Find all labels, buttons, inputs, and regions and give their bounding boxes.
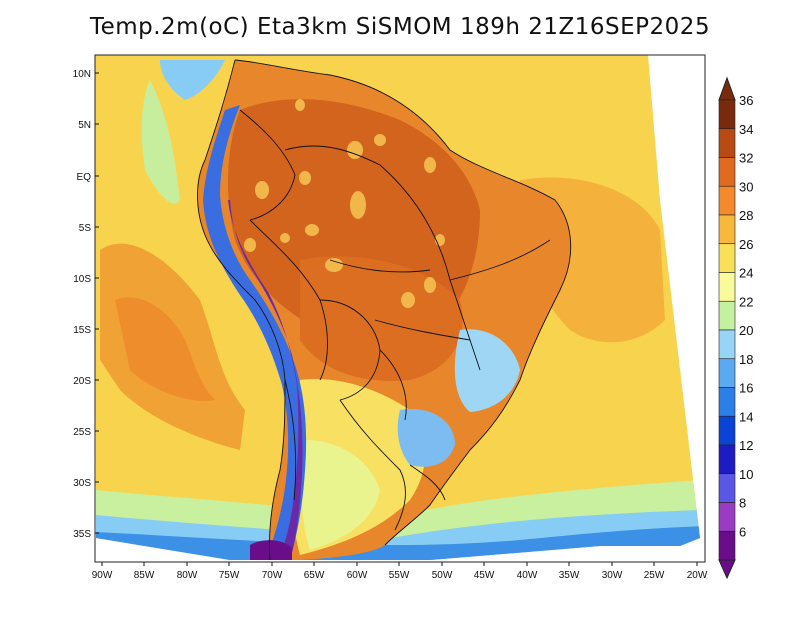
lat-label: 10N — [73, 69, 91, 80]
lon-label: 30W — [602, 570, 623, 581]
boundary-paraguay — [379, 349, 407, 421]
lat-label: EQ — [77, 172, 92, 183]
colorbar-swatch — [718, 444, 736, 475]
lat-label: 25S — [73, 427, 91, 438]
lat-label: 15S — [73, 325, 91, 336]
colorbar-swatch — [718, 530, 736, 561]
pacific-cool-coast — [141, 80, 180, 204]
lat-label: 20S — [73, 376, 91, 387]
caribbean-cool — [160, 60, 225, 100]
lon-label: 20W — [687, 570, 708, 581]
lon-label: 80W — [177, 570, 198, 581]
colorbar-label: 8 — [739, 496, 746, 511]
colorbar-label: 26 — [739, 237, 753, 252]
temperature-field — [95, 55, 700, 560]
colorbar-swatch — [718, 358, 736, 388]
colorbar-label: 24 — [739, 266, 753, 281]
lon-label: 50W — [432, 570, 453, 581]
colorbar-label: 14 — [739, 409, 753, 424]
boundary-mato-grosso — [374, 319, 471, 341]
latitude-axis: 10N 5N EQ 5S 10S 15S 20S 25S 30S 35S — [73, 69, 99, 540]
colorbar-label: 30 — [739, 179, 753, 194]
lon-label: 70W — [262, 570, 283, 581]
colorbar-swatch — [718, 185, 736, 216]
lon-label: 60W — [347, 570, 368, 581]
colorbar-label: 18 — [739, 352, 753, 367]
lon-label: 65W — [304, 570, 325, 581]
colorbar-label: 12 — [739, 438, 753, 453]
lat-label: 5N — [78, 120, 91, 131]
boundary-argentina — [339, 399, 406, 531]
colorbar-label: 36 — [739, 93, 753, 108]
lon-label: 35W — [559, 570, 580, 581]
colorbar-swatch — [718, 473, 736, 503]
patagonia-tip — [250, 540, 292, 560]
colorbar-swatch — [718, 387, 736, 417]
south-brazil-cool — [397, 409, 455, 467]
lat-label: 5S — [79, 223, 92, 234]
andes-coldest-core — [228, 200, 303, 560]
map-title: Temp.2m(oC) Eta3km SiSMOM 189h 21Z16SEP2… — [89, 14, 711, 40]
lon-label: 75W — [219, 570, 240, 581]
political-boundaries — [197, 59, 572, 561]
lon-label: 40W — [517, 570, 538, 581]
brazil-warm-interior — [300, 256, 463, 381]
boundary-central-brazil — [329, 259, 431, 273]
lon-label: 90W — [92, 570, 113, 581]
colorbar-swatch — [718, 157, 736, 187]
southeast-brazil-cool — [454, 329, 520, 412]
lat-label: 30S — [73, 478, 91, 489]
colorbar-swatch — [718, 243, 736, 273]
lon-label: 25W — [644, 570, 665, 581]
boundary-peru-brazil — [249, 219, 328, 381]
colorbar-swatch — [718, 272, 736, 302]
pacific-hot-core — [115, 297, 215, 401]
boundary-uruguay — [409, 464, 446, 501]
colorbar-label: 32 — [739, 151, 753, 166]
south-america-coastline — [234, 59, 572, 546]
colorbar-label: 16 — [739, 381, 753, 396]
lat-label: 10S — [73, 274, 91, 285]
lon-label: 85W — [134, 570, 155, 581]
southern-cone-cool — [301, 440, 380, 550]
colorbar-swatch — [718, 128, 736, 158]
plot-border — [94, 54, 706, 563]
colorbar-swatch — [718, 214, 736, 245]
colorbar-min-arrow — [718, 559, 736, 580]
longitude-axis: 90W 85W 80W 75W 70W 65W 60W 55W 50W 45W … — [92, 562, 708, 581]
boundary-brazil-east — [449, 239, 551, 281]
colorbar-label: 28 — [739, 208, 753, 223]
colorbar-swatch — [718, 329, 736, 360]
colorbar-max-arrow — [718, 76, 736, 101]
boundary-chile — [284, 379, 297, 501]
colorbar-label: 22 — [739, 294, 753, 309]
colorbar-label: 6 — [739, 524, 746, 539]
colorbar-swatch — [718, 415, 736, 446]
colorbar-swatch — [718, 502, 736, 532]
hot-spots — [244, 99, 445, 308]
lon-label: 55W — [389, 570, 410, 581]
colorbar-label: 10 — [739, 467, 753, 482]
lat-label: 35S — [73, 529, 91, 540]
colorbar-label: 34 — [739, 122, 753, 137]
boundary-venezuela — [284, 145, 381, 166]
boundary-colombia — [239, 109, 296, 221]
colorbar-label: 20 — [739, 323, 753, 338]
pacific-coastline — [197, 59, 286, 561]
colorbar: 36 34 32 30 28 26 24 22 20 18 16 14 12 10 8 6 — [718, 76, 753, 580]
boundary-bolivia — [319, 299, 381, 401]
colorbar-swatch — [718, 99, 736, 130]
colorbar-swatch — [718, 300, 736, 331]
lon-label: 45W — [474, 570, 495, 581]
